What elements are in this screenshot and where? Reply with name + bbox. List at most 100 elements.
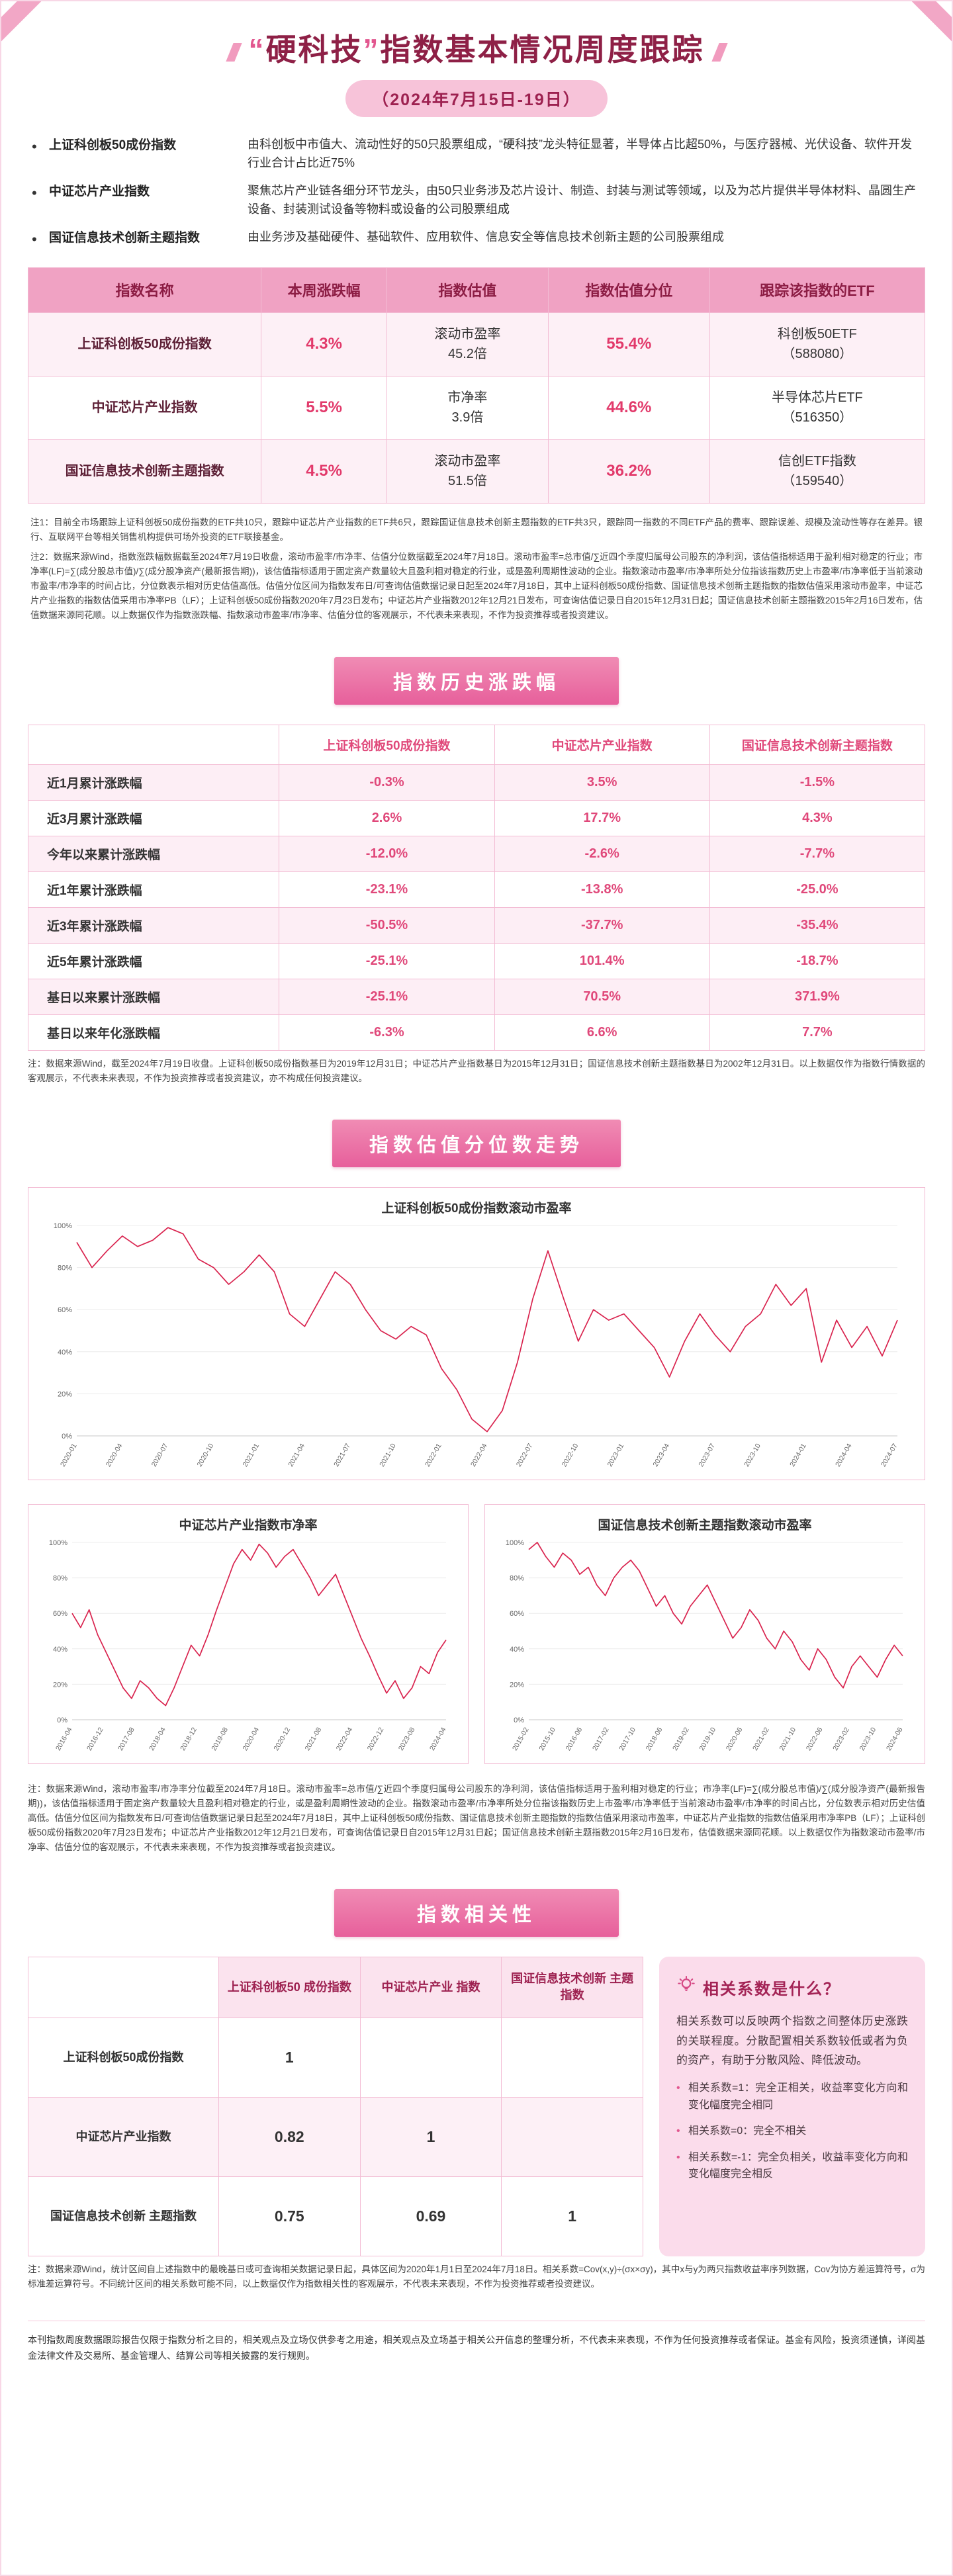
line-chart-kc50-pe: 0% 20% 40% 60% 80% 100% 2020-01 2020-04 2020-07 2… xyxy=(54,1222,899,1469)
subtitle-wrap: （2024年7月15日-19日） xyxy=(28,80,925,118)
svg-text:2022-10: 2022-10 xyxy=(561,1443,580,1469)
column-header: 上证科创板50成份指数 xyxy=(279,724,495,765)
valuation-type: 市净率 xyxy=(447,390,488,406)
intro-term: 上证科创板50成份指数 xyxy=(49,138,177,153)
column-header: 跟踪该指数的ETF xyxy=(709,267,926,313)
svg-text:60%: 60% xyxy=(58,1307,72,1315)
history-row: 基日以来累计涨跌幅 -25.1% 70.5% 371.9% xyxy=(27,978,926,1015)
intro-item: • 中证芯片产业指数 聚焦芯片产业链各细分环节龙头，由50只业务涉及芯片设计、制造、… xyxy=(32,182,921,219)
title-rest: 指数基本情况周度跟踪 xyxy=(380,32,705,67)
valuation-type: 滚动市盈率 xyxy=(434,454,501,469)
correlation-row: 上证科创板50 成份指数 中证芯片产业 指数 国证信息技术创新 主题指数 上证科创板… xyxy=(28,1956,925,2256)
correlation-value xyxy=(501,2096,643,2177)
svg-text:2016-06: 2016-06 xyxy=(564,1726,584,1753)
svg-text:2015-10: 2015-10 xyxy=(537,1726,557,1753)
bullet-icon: • xyxy=(32,184,37,201)
svg-text:2023-08: 2023-08 xyxy=(396,1726,416,1753)
title-quote-open: “ xyxy=(248,32,266,67)
corner-cell xyxy=(27,724,280,765)
return-value: -1.5% xyxy=(709,764,926,801)
history-header-row: 上证科创板50成份指数 中证芯片产业指数 国证信息技术创新主题指数 xyxy=(27,724,926,765)
notes-top: 注1：目前全市场跟踪上证科创板50成份指数的ETF共10只，跟踪中证芯片产业指数… xyxy=(30,515,923,623)
correlation-value: 1 xyxy=(501,2176,643,2256)
svg-text:2023-10: 2023-10 xyxy=(858,1726,878,1753)
week-change: 4.3% xyxy=(261,312,387,377)
footnote: 注1：目前全市场跟踪上证科创板50成份指数的ETF共10只，跟踪中证芯片产业指数… xyxy=(30,517,923,542)
valuation-percentile: 36.2% xyxy=(547,439,710,504)
svg-text:2021-01: 2021-01 xyxy=(241,1443,261,1469)
correlation-row: 国证信息技术创新 主题指数 0.75 0.69 1 xyxy=(28,2176,643,2256)
return-value: -12.0% xyxy=(279,835,495,872)
etf-name: 信创ETF指数 xyxy=(778,454,856,469)
return-value: 371.9% xyxy=(709,978,926,1015)
svg-text:2016-04: 2016-04 xyxy=(54,1726,73,1753)
svg-text:2022-01: 2022-01 xyxy=(424,1443,443,1469)
column-header: 上证科创板50 成份指数 xyxy=(218,1956,361,2018)
valuation-footnote: 注：数据来源Wind，滚动市盈率/市净率分位截至2024年7月18日。滚动市盈率… xyxy=(28,1784,925,1852)
index-label: 中证芯片产业指数 xyxy=(28,2096,219,2177)
return-value: 70.5% xyxy=(494,978,710,1015)
history-row: 近3年累计涨跌幅 -50.5% -37.7% -35.4% xyxy=(27,907,926,944)
svg-text:20%: 20% xyxy=(52,1681,67,1689)
svg-text:2020-04: 2020-04 xyxy=(241,1726,261,1753)
header: “硬科技”指数基本情况周度跟踪 （2024年7月15日-19日） xyxy=(28,32,925,118)
index-label: 上证科创板50成份指数 xyxy=(28,2017,219,2098)
svg-text:2022-04: 2022-04 xyxy=(334,1726,354,1753)
intro-term: 中证芯片产业指数 xyxy=(49,184,150,199)
return-value: -25.1% xyxy=(279,942,495,979)
svg-text:2015-02: 2015-02 xyxy=(510,1726,530,1753)
page-title: “硬科技”指数基本情况周度跟踪 xyxy=(28,32,925,68)
disclaimer: 本刊指数周度数据跟踪报告仅限于指数分析之目的，相关观点及立场仅供参考之用途，相关… xyxy=(28,2320,925,2364)
svg-text:2017-08: 2017-08 xyxy=(116,1726,136,1753)
svg-text:0%: 0% xyxy=(514,1716,524,1724)
return-value: 7.7% xyxy=(709,1014,926,1051)
period-label: 近5年累计涨跌幅 xyxy=(27,942,280,979)
valuation-cell: 滚动市盈率 45.2倍 xyxy=(386,312,549,377)
svg-text:2019-08: 2019-08 xyxy=(210,1726,230,1753)
index-overview-header-row: 指数名称 本周涨跌幅 指数估值 指数估值分位 跟踪该指数的ETF xyxy=(27,267,926,313)
chart-card-kc50: 上证科创板50成份指数滚动市盈率 0% 20% 40% 60% 80% 100% 2020-… xyxy=(28,1187,925,1481)
return-value: 6.6% xyxy=(494,1014,710,1051)
svg-text:2016-12: 2016-12 xyxy=(85,1726,105,1753)
index-row: 国证信息技术创新主题指数 4.5% 滚动市盈率 51.5倍 36.2% 信创ETF指数 （1… xyxy=(27,439,926,504)
valuation-percentile: 55.4% xyxy=(547,312,710,377)
explainer-bullet-list: 相关系数=1：完全正相关，收益率变化方向和变化幅度完全相同相关系数=0：完全不相… xyxy=(676,2080,908,2183)
svg-text:0%: 0% xyxy=(62,1433,72,1441)
section-banner-valuation: 指数估值分位数走势 xyxy=(310,1120,643,1168)
period-label: 基日以来累计涨跌幅 xyxy=(27,978,280,1015)
intro-item: • 国证信息技术创新主题指数 由业务涉及基础硬件、基础软件、应用软件、信息安全等信息… xyxy=(32,228,921,250)
correlation-body: 上证科创板50成份指数 1 中证芯片产业指数 0.82 1 国证信息技术创新 主题指数 0.… xyxy=(28,2017,643,2256)
index-overview-table: 指数名称 本周涨跌幅 指数估值 指数估值分位 跟踪该指数的ETF 上证科创板50成份指数… xyxy=(27,267,926,504)
etf-name: 科创板50ETF xyxy=(777,327,857,342)
index-name: 中证芯片产业指数 xyxy=(27,375,262,440)
section-banner-correlation: 指数相关性 xyxy=(313,1888,640,1937)
svg-text:2019-10: 2019-10 xyxy=(698,1726,717,1753)
svg-text:0%: 0% xyxy=(57,1716,68,1724)
svg-text:2017-02: 2017-02 xyxy=(591,1726,611,1753)
correlation-row: 中证芯片产业指数 0.82 1 xyxy=(28,2096,643,2177)
return-value: -13.8% xyxy=(494,871,710,908)
svg-text:100%: 100% xyxy=(505,1539,523,1547)
return-value: -18.7% xyxy=(709,942,926,979)
line-chart-chip-pb: 0% 20% 40% 60% 80% 100% 2016-04 2016-12 2017-08 2… xyxy=(48,1539,447,1753)
svg-text:2024-07: 2024-07 xyxy=(880,1443,899,1469)
line-chart-itci-pe: 0% 20% 40% 60% 80% 100% 2015-02 2015-10 2016-06 2… xyxy=(505,1539,904,1753)
svg-text:100%: 100% xyxy=(48,1539,67,1547)
svg-text:80%: 80% xyxy=(52,1575,67,1583)
svg-text:2019-02: 2019-02 xyxy=(671,1726,691,1753)
column-header: 国证信息技术创新主题指数 xyxy=(709,724,926,765)
svg-text:2021-08: 2021-08 xyxy=(303,1726,323,1753)
svg-text:60%: 60% xyxy=(509,1611,523,1619)
column-header: 指数估值分位 xyxy=(547,267,710,313)
correlation-value: 1 xyxy=(218,2017,361,2098)
svg-text:100%: 100% xyxy=(54,1222,72,1230)
history-row: 基日以来年化涨跌幅 -6.3% 6.6% 7.7% xyxy=(27,1014,926,1051)
correlation-value: 0.75 xyxy=(218,2176,361,2256)
chart-card-itci: 国证信息技术创新主题指数滚动市盈率 0% 20% 40% 60% 80% 100% 2015… xyxy=(484,1504,925,1765)
valuation-cell: 市净率 3.9倍 xyxy=(386,375,549,440)
lightbulb-icon xyxy=(676,1975,696,2000)
valuation-value: 3.9倍 xyxy=(451,410,484,425)
svg-text:40%: 40% xyxy=(58,1349,72,1356)
title-brand: 硬科技 xyxy=(265,32,363,67)
svg-text:2022-07: 2022-07 xyxy=(515,1443,535,1469)
